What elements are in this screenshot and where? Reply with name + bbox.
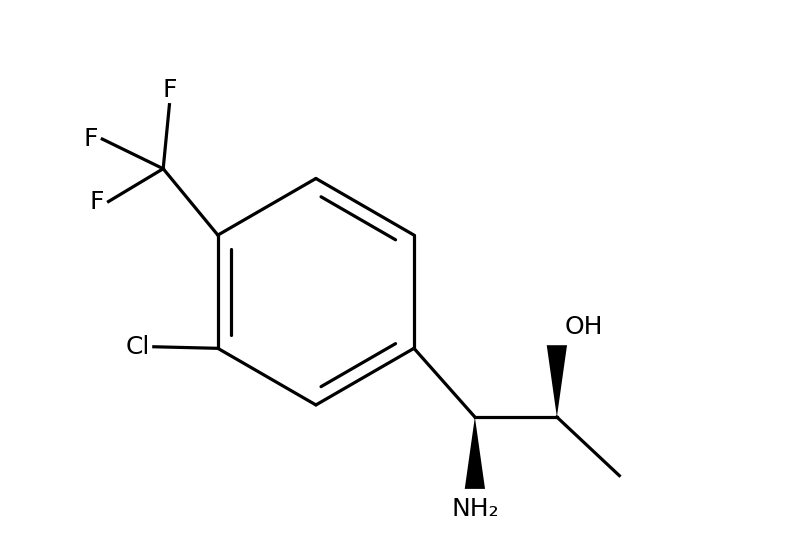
Polygon shape (547, 345, 567, 417)
Text: NH₂: NH₂ (451, 497, 499, 521)
Text: F: F (83, 127, 98, 151)
Text: Cl: Cl (125, 335, 150, 359)
Text: F: F (162, 78, 177, 101)
Polygon shape (465, 417, 485, 489)
Text: OH: OH (565, 315, 603, 339)
Text: F: F (89, 189, 104, 213)
